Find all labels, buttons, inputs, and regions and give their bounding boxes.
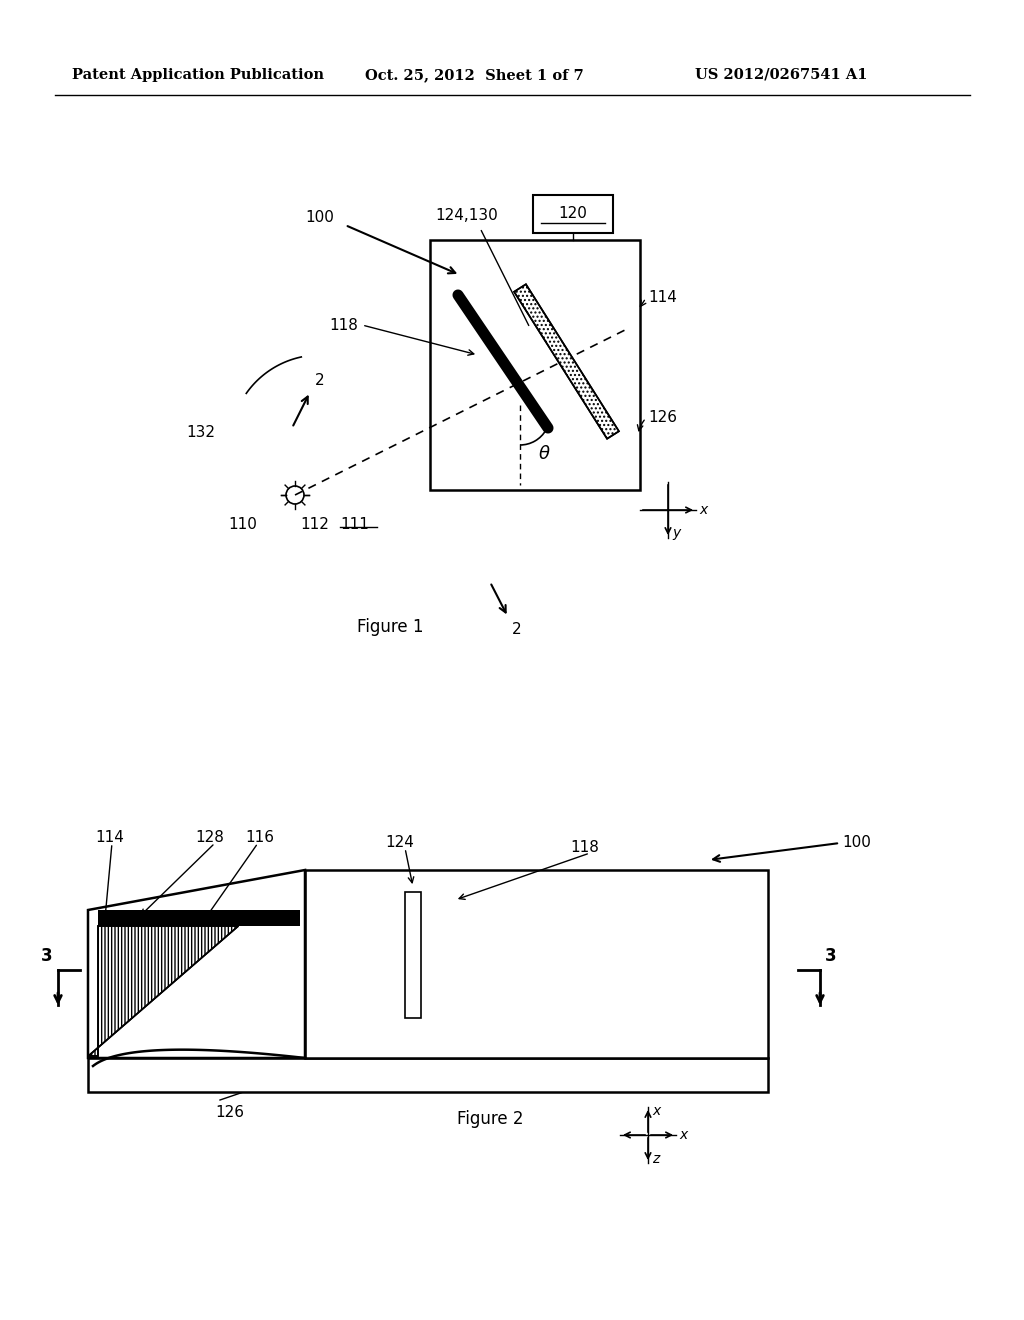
Text: Figure 2: Figure 2 <box>457 1110 523 1129</box>
Text: 114: 114 <box>648 290 677 305</box>
Text: 110: 110 <box>228 517 257 532</box>
Bar <box>305 870 768 1059</box>
Bar <box>98 909 300 927</box>
Text: Patent Application Publication: Patent Application Publication <box>72 69 324 82</box>
Text: 3: 3 <box>825 946 837 965</box>
Bar <box>534 195 613 234</box>
Text: 132: 132 <box>186 425 215 440</box>
Text: 124: 124 <box>385 836 414 850</box>
Text: 126: 126 <box>648 411 677 425</box>
Text: Figure 1: Figure 1 <box>356 618 423 636</box>
Bar <box>406 892 421 1018</box>
Text: 114: 114 <box>95 830 124 845</box>
Polygon shape <box>88 870 305 1059</box>
Text: 3: 3 <box>41 946 53 965</box>
Text: 2: 2 <box>315 374 325 388</box>
Text: 2: 2 <box>512 622 521 638</box>
Text: 118: 118 <box>570 840 599 855</box>
Text: 118: 118 <box>329 318 358 333</box>
Text: y: y <box>672 525 680 540</box>
Bar <box>430 240 640 490</box>
Text: x: x <box>699 503 708 517</box>
Text: US 2012/0267541 A1: US 2012/0267541 A1 <box>695 69 867 82</box>
Text: 100: 100 <box>305 210 334 224</box>
Text: 112: 112 <box>300 517 329 532</box>
Bar <box>88 1059 768 1092</box>
Text: 126: 126 <box>215 1105 244 1119</box>
Polygon shape <box>514 284 618 438</box>
Text: x: x <box>679 1129 687 1142</box>
Text: $\theta$: $\theta$ <box>538 445 551 463</box>
Polygon shape <box>88 927 239 1056</box>
Text: 111: 111 <box>340 517 369 532</box>
Text: 128: 128 <box>195 830 224 845</box>
Text: x: x <box>652 1104 660 1118</box>
Text: 120: 120 <box>558 206 588 222</box>
Text: z: z <box>652 1152 659 1166</box>
Text: 100: 100 <box>842 836 870 850</box>
Text: Oct. 25, 2012  Sheet 1 of 7: Oct. 25, 2012 Sheet 1 of 7 <box>365 69 584 82</box>
Text: 124,130: 124,130 <box>435 209 498 223</box>
Bar <box>406 892 421 1018</box>
Text: 116: 116 <box>245 830 274 845</box>
